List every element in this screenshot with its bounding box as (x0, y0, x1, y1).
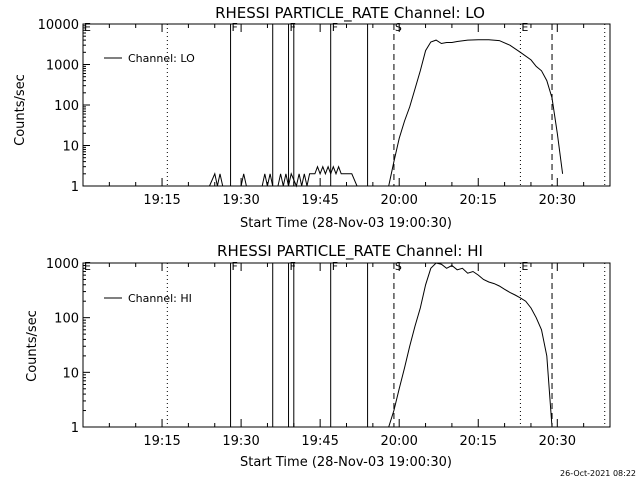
y-tick-label: 1 (71, 421, 79, 436)
chart-panel-hi: RHESSI PARTICLE_RATE Channel: HI EFFFSE … (25, 242, 610, 470)
x-tick-label: 19:30 (222, 434, 259, 449)
legend-entry-lo: Channel: LO (128, 52, 195, 65)
x-tick-label: 20:30 (539, 193, 576, 208)
legend-hi: Channel: HI (104, 292, 192, 305)
x-tick-label: 20:15 (460, 193, 497, 208)
y-axis-label-hi: Counts/sec (25, 310, 40, 382)
footer-timestamp: 26-Oct-2021 08:22 (560, 469, 636, 478)
plot-frame (83, 24, 610, 186)
series-lo (210, 40, 563, 186)
y-tick-label: 100 (54, 99, 79, 114)
x-axis-label-hi: Start Time (28-Nov-03 19:00:30) (240, 455, 452, 470)
x-tick-label: 19:30 (222, 193, 259, 208)
event-marker-label: F (232, 260, 238, 273)
axes-frame-hi (83, 263, 610, 427)
y-tick-label: 1000 (46, 257, 79, 272)
chart-title-hi: RHESSI PARTICLE_RATE Channel: HI (217, 242, 483, 261)
event-marker-label: F (332, 21, 338, 34)
x-tick-label: 19:15 (143, 434, 180, 449)
y-tick-label: 1000 (46, 59, 79, 74)
series-line (389, 263, 552, 427)
x-tick-label: 20:15 (460, 434, 497, 449)
event-marker-label: F (232, 21, 238, 34)
y-axis-label-lo: Counts/sec (13, 74, 28, 146)
event-marker-label: E (521, 21, 528, 34)
x-tick-label: 19:45 (301, 434, 338, 449)
chart-title-lo: RHESSI PARTICLE_RATE Channel: LO (215, 4, 485, 23)
y-tick-label: 1 (71, 180, 79, 195)
series-line (210, 40, 563, 186)
x-tick-label: 19:15 (143, 193, 180, 208)
event-markers-hi: EFFFSE (84, 260, 605, 427)
plot-frame (83, 263, 610, 427)
x-tick-label: 20:00 (380, 434, 417, 449)
x-tick-label: 20:30 (539, 434, 576, 449)
legend-lo: Channel: LO (104, 52, 195, 65)
y-tick-label: 10000 (38, 18, 79, 33)
y-axis-ticks-lo: 1 10 100 1000 10000 (38, 18, 90, 195)
x-tick-label: 20:00 (380, 193, 417, 208)
series-hi (389, 263, 552, 427)
axes-frame-lo (83, 24, 610, 186)
event-marker-label: E (521, 260, 528, 273)
event-marker-label: S (395, 21, 402, 34)
event-markers-lo: EFFFSE (84, 21, 605, 186)
x-axis-ticks-hi: 19:15 19:30 19:45 20:00 20:15 20:30 (109, 263, 583, 449)
event-marker-label: F (290, 21, 296, 34)
x-tick-label: 19:45 (301, 193, 338, 208)
event-marker-label: F (332, 260, 338, 273)
y-tick-label: 10 (62, 366, 79, 381)
chart-panel-lo: RHESSI PARTICLE_RATE Channel: LO EFFFSE … (13, 4, 610, 231)
y-tick-label: 10 (62, 140, 79, 155)
legend-entry-hi: Channel: HI (128, 292, 192, 305)
x-axis-label-lo: Start Time (28-Nov-03 19:00:30) (240, 216, 452, 231)
event-marker-label: F (290, 260, 296, 273)
y-tick-label: 100 (54, 312, 79, 327)
event-marker-label: S (395, 260, 402, 273)
